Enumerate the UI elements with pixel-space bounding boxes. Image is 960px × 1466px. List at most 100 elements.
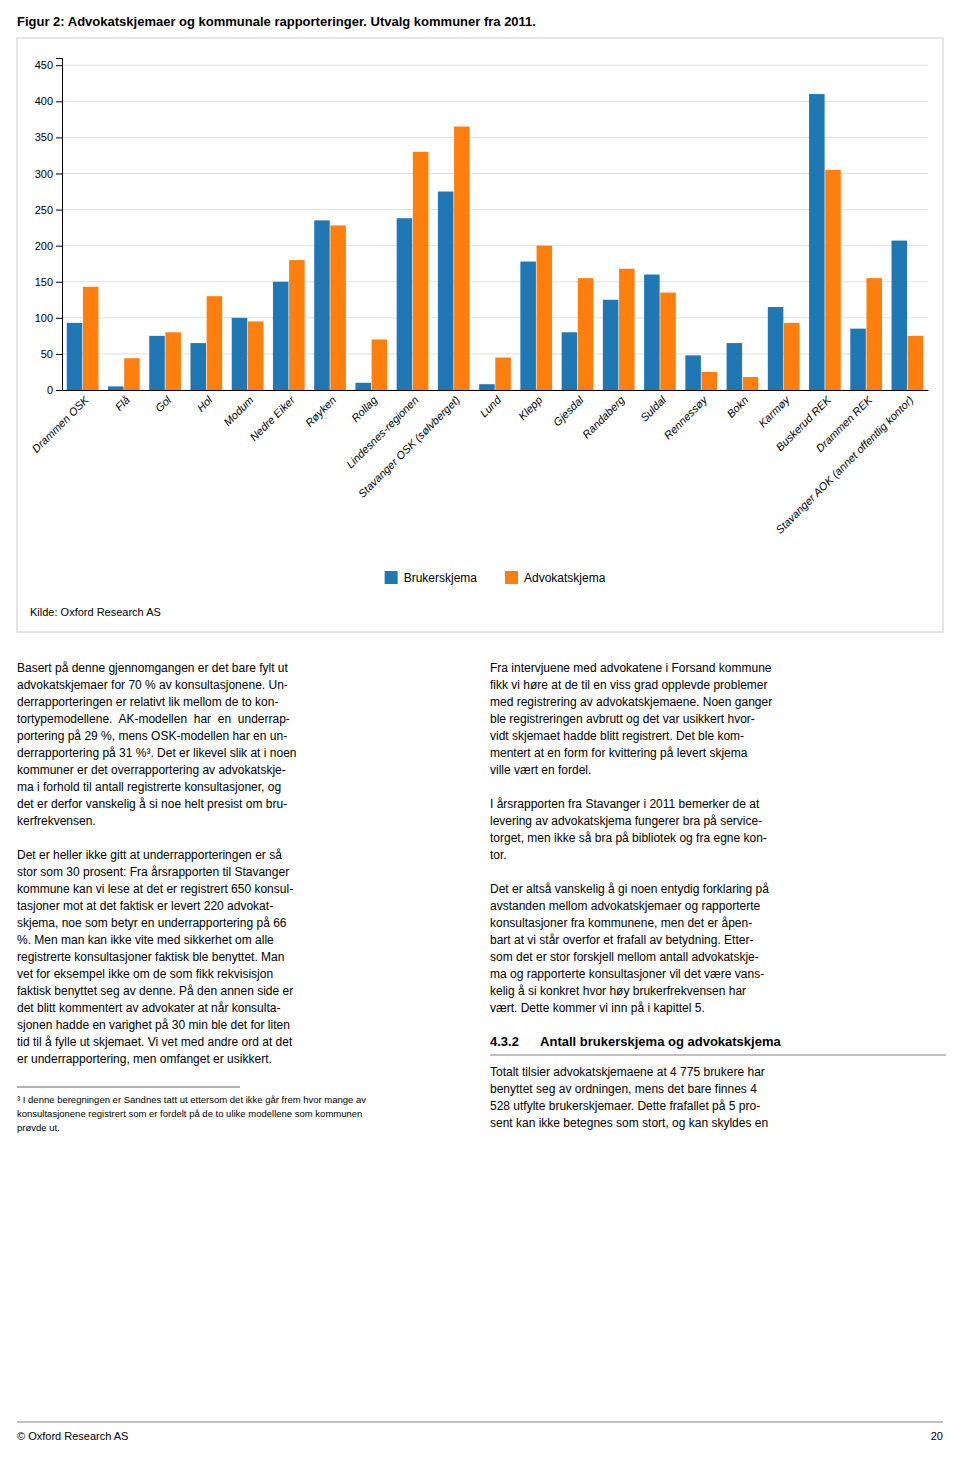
- body-line: Fra intervjuene med advokatene i Forsand…: [490, 661, 772, 675]
- bar: [702, 372, 718, 390]
- body-line: vidt skjemaet hadde blitt registrert. De…: [490, 729, 744, 743]
- section-line: benyttet seg av ordningen, mens det bare…: [490, 1082, 757, 1096]
- section-line: Totalt tilsier advokatskjemaene at 4 775…: [490, 1065, 765, 1079]
- y-tick: 300: [35, 167, 62, 179]
- y-tick-label: 350: [35, 131, 53, 143]
- bar: [108, 386, 124, 390]
- x-tick: Hol: [194, 390, 215, 414]
- y-tick-label: 400: [35, 95, 53, 107]
- x-tick-label: Nedre Eiker: [247, 393, 297, 443]
- body-line: kommune kan vi lese at det er registrert…: [17, 882, 293, 896]
- x-tick-label: Rollag: [349, 393, 380, 424]
- bar: [248, 321, 264, 390]
- y-tick-mark: [56, 101, 62, 102]
- body-line: fikk vi høre at de til en viss grad oppl…: [490, 678, 767, 692]
- bar: [454, 127, 470, 390]
- body-line: tasjoner mot at det faktisk er levert 22…: [17, 899, 273, 913]
- bar: [578, 278, 594, 390]
- x-tick-label: Randaberg: [580, 393, 628, 441]
- bar: [397, 218, 413, 390]
- body-line: ville vært en fordel.: [490, 763, 591, 777]
- grid-line: [62, 209, 928, 210]
- bar: [619, 269, 635, 390]
- bar: [207, 296, 223, 390]
- x-tick-label: Hol: [194, 393, 215, 414]
- body-line: konsultasjoner fra kommunene, men det er…: [490, 916, 752, 930]
- y-tick-mark: [56, 282, 62, 283]
- grid-line: [62, 245, 928, 246]
- body-line: Det er heller ikke gitt at underrapporte…: [17, 848, 282, 862]
- body-line: mentert at en form for kvittering på lev…: [490, 746, 748, 760]
- legend-item: Brukerskjema: [385, 571, 478, 585]
- bar: [743, 377, 759, 390]
- chart-source: Kilde: Oxford Research AS: [30, 606, 161, 618]
- bar: [660, 293, 676, 390]
- x-tick: Klepp: [516, 390, 544, 422]
- y-tick-mark: [56, 65, 62, 66]
- grid-line: [62, 65, 928, 66]
- y-tick: 150: [35, 276, 62, 288]
- body-line: levering av advokatskjema fungerer bra p…: [490, 814, 762, 828]
- body-line: skjema, noe som betyr en underrapporteri…: [17, 916, 287, 930]
- bar: [768, 307, 784, 390]
- x-tick: Bokn: [724, 390, 750, 420]
- y-tick-mark: [56, 173, 62, 174]
- body-line: stor som 30 prosent: Fra årsrapporten ti…: [17, 865, 289, 879]
- footnote-line: ³ I denne beregningen er Sandnes tatt ut…: [17, 1094, 366, 1105]
- body-line: portering på 29 %, mens OSK-modellen har…: [17, 729, 287, 743]
- body-column: Fra intervjuene med advokatene i Forsand…: [490, 661, 772, 1015]
- x-tick: Røyken: [303, 390, 338, 429]
- bar: [165, 332, 181, 390]
- body-line: I årsrapporten fra Stavanger i 2011 beme…: [490, 797, 760, 811]
- grid: [62, 65, 928, 390]
- bar: [232, 318, 248, 390]
- x-tick-label: Karmøy: [756, 393, 793, 430]
- y-tick: 250: [35, 204, 62, 216]
- x-axis: Drammen OSK Flå Gol Hol ModumNedre EikerRøyk…: [30, 390, 929, 536]
- body-line: %. Men man kan ikke vite med sikkerhet o…: [17, 933, 274, 947]
- x-tick: Suldal: [638, 390, 669, 424]
- bar: [355, 383, 371, 390]
- bar: [892, 241, 908, 390]
- x-tick-label: Stavanger AOK (annet offentlig kontor): [773, 393, 915, 535]
- y-tick: 450: [35, 59, 62, 71]
- bar: [124, 358, 140, 390]
- body-column: Basert på denne gjennomgangen er det bar…: [17, 661, 296, 1066]
- y-tick: 350: [35, 131, 62, 143]
- bar: [149, 336, 165, 390]
- bar: [866, 278, 882, 390]
- section-line: sent kan ikke betegnes som stort, og kan…: [490, 1116, 768, 1130]
- x-tick: Modum: [221, 390, 255, 428]
- y-axis: 050100150200250300350400450: [35, 59, 63, 397]
- x-tick: Flå: [113, 390, 132, 413]
- bar: [850, 329, 866, 390]
- bar: [809, 94, 825, 390]
- bar: [330, 225, 346, 390]
- body-line: registrerte konsultasjoner faktisk ble b…: [17, 950, 284, 964]
- body-line: advokatskjemaer for 70 % av konsultasjon…: [17, 678, 288, 692]
- bar: [495, 358, 511, 390]
- x-tick-label: Gol: [153, 393, 174, 414]
- bar: [314, 220, 330, 390]
- body-line: vært. Dette kommer vi inn på i kapittel …: [490, 1001, 705, 1015]
- body-line: kerfrekvensen.: [17, 814, 96, 828]
- x-tick-label: Modum: [221, 394, 255, 428]
- body-line: tortypemodellene. AK-modellen har en und…: [17, 712, 290, 726]
- y-tick: 50: [41, 348, 62, 360]
- grid-line: [62, 173, 928, 174]
- bar: [908, 336, 924, 390]
- x-tick: Gol: [153, 390, 174, 414]
- body-line: det blitt kommentert av advokater at når…: [17, 1001, 280, 1015]
- y-tick: 0: [47, 384, 62, 396]
- grid-line: [62, 101, 928, 102]
- body-line: faktisk benyttet seg av denne. På den an…: [17, 984, 293, 998]
- x-tick-label: Lindesnes-regionen: [344, 394, 421, 471]
- x-tick: Drammen OSK: [30, 390, 92, 455]
- y-tick-mark: [56, 354, 62, 355]
- footnote-line: prøvde ut.: [17, 1122, 60, 1133]
- y-tick-label: 250: [35, 204, 53, 216]
- footer-left: © Oxford Research AS: [17, 1430, 128, 1442]
- body-line: torget, men ikke så bra på bibliotek og …: [490, 831, 767, 845]
- bar: [438, 192, 454, 390]
- x-tick-label: Flå: [113, 394, 132, 413]
